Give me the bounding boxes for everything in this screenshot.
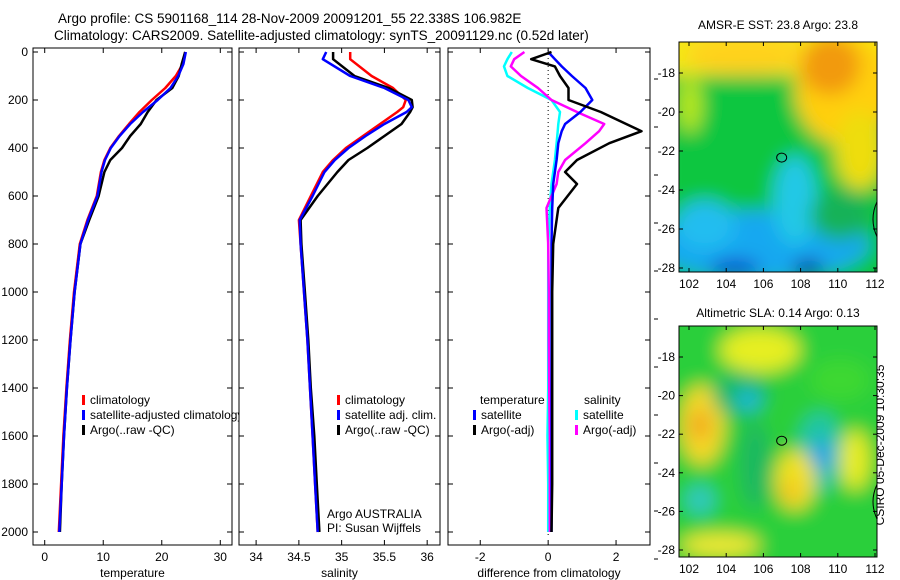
- x-tick-label: 36: [420, 550, 434, 564]
- y-tick-label: -28: [658, 261, 676, 275]
- x-tick-label: 102: [679, 277, 699, 291]
- x-tick-label: 34.5: [287, 550, 311, 564]
- y-tick-label: -24: [658, 466, 676, 480]
- y-tick-label: -26: [658, 222, 676, 236]
- x-tick-label: 108: [791, 562, 811, 576]
- legend-label: Argo(-adj): [583, 423, 636, 437]
- y-tick-label: -24: [658, 183, 676, 197]
- legend-label: climatology: [90, 393, 150, 407]
- legend-swatch: [82, 410, 85, 420]
- sst-map: [679, 42, 877, 272]
- x-tick-label: 104: [716, 277, 736, 291]
- legend-swatch: [82, 425, 85, 435]
- y-tick-label: 1200: [1, 333, 28, 347]
- x-tick-label: 106: [753, 277, 773, 291]
- x-tick-label: 35.5: [373, 550, 397, 564]
- y-tick-label: -22: [658, 144, 676, 158]
- annotation-line: Argo AUSTRALIA: [327, 507, 422, 521]
- legend-label: Argo(..raw -QC): [345, 423, 430, 437]
- x-tick-label: 0: [545, 550, 552, 564]
- x-tick-label: 102: [679, 562, 699, 576]
- y-tick-label: 800: [8, 237, 28, 251]
- x-tick-label: -2: [475, 550, 486, 564]
- y-tick-label: 1800: [1, 477, 28, 491]
- series-line-satellite-adj-clim-: [298, 51, 414, 533]
- x-axis-label: salinity: [321, 566, 358, 580]
- temperature-panel: 0 200 400 600 800 1000 1200 1400 1600 1800 2000 0 10…: [1, 45, 243, 580]
- y-tick-label: -22: [658, 427, 676, 441]
- legend-swatch: [473, 410, 476, 420]
- y-tick-label: -20: [658, 105, 676, 119]
- salinity-panel: 34 34.5 35 35.5 36 salinity climatologysatelli…: [238, 47, 441, 580]
- legend-label: satellite: [583, 408, 624, 422]
- x-tick-label: 106: [753, 562, 773, 576]
- x-axis-label: temperature: [100, 566, 165, 580]
- x-tick-label: 20: [155, 550, 169, 564]
- legend-swatch: [337, 395, 340, 405]
- series-line-temperature-argo-adj-: [529, 50, 643, 533]
- x-tick-label: 104: [716, 562, 736, 576]
- x-axis-label: difference from climatology: [477, 566, 620, 580]
- x-tick-label: 110: [828, 562, 847, 576]
- y-tick-label: -28: [658, 543, 676, 557]
- sst-map-frame: [678, 41, 878, 273]
- x-tick-label: 0: [41, 550, 48, 564]
- y-tick-label: -20: [658, 389, 676, 403]
- y-tick-label: 600: [8, 189, 28, 203]
- x-tick-label: 10: [97, 550, 111, 564]
- legend-swatch: [337, 410, 340, 420]
- y-tick-label: -26: [658, 504, 676, 518]
- series-line-salinity-argo-adj-: [509, 50, 606, 532]
- y-tick-label: 1400: [1, 381, 28, 395]
- sla-map: [679, 326, 877, 557]
- coastline: [872, 484, 878, 520]
- x-tick-label: 35: [335, 550, 349, 564]
- sla-map-axes: Altimetric SLA: 0.14 Argo: 0.13 102 104 106…: [658, 306, 885, 576]
- annotation-line: PI: Susan Wijffels: [327, 521, 421, 535]
- legend-label: Argo(-adj): [481, 423, 534, 437]
- map-title: Altimetric SLA: 0.14 Argo: 0.13: [696, 306, 860, 320]
- legend-swatch: [82, 395, 85, 405]
- y-tick-label: -18: [658, 66, 676, 80]
- y-tick-label: 400: [8, 141, 28, 155]
- temperature-axes-frame: [32, 47, 233, 546]
- legend-header: temperature: [480, 393, 545, 407]
- y-tick-label: 0: [21, 45, 28, 59]
- x-tick-label: 110: [828, 277, 847, 291]
- x-tick-label: 112: [865, 277, 884, 291]
- figure-title-line2: Climatology: CARS2009. Satellite-adjuste…: [54, 28, 589, 43]
- y-tick-label: 2000: [1, 525, 28, 539]
- x-tick-label: 2: [613, 550, 620, 564]
- map-title: AMSR-E SST: 23.8 Argo: 23.8: [698, 18, 858, 32]
- legend-swatch: [575, 410, 578, 420]
- legend-swatch: [575, 425, 578, 435]
- legend-swatch: [337, 425, 340, 435]
- argo-position-marker: [776, 152, 788, 163]
- y-tick-label: 1000: [1, 285, 28, 299]
- x-tick-label: 34: [249, 550, 263, 564]
- y-tick-label: 1600: [1, 429, 28, 443]
- argo-position-marker: [776, 435, 788, 446]
- legend-label: satellite-adjusted climatology: [90, 408, 243, 422]
- legend-label: climatology: [345, 393, 405, 407]
- sst-map-axes: AMSR-E SST: 23.8 Argo: 23.8 102 104 106 108 1…: [658, 18, 885, 291]
- legend-label: satellite: [481, 408, 522, 422]
- x-tick-label: 112: [865, 562, 884, 576]
- series-line-satellite-adjusted-climatology: [58, 51, 188, 533]
- legend-header: salinity: [584, 393, 621, 407]
- sla-map-frame: [678, 325, 878, 558]
- y-tick-label: -18: [658, 350, 676, 364]
- figure-title-line1: Argo profile: CS 5901168_114 28-Nov-2009…: [58, 11, 522, 26]
- x-tick-label: 108: [791, 277, 811, 291]
- legend-swatch: [473, 425, 476, 435]
- x-tick-label: 30: [214, 550, 228, 564]
- y-tick-label: 200: [8, 93, 28, 107]
- salinity-axes-frame: [238, 47, 441, 546]
- difference-panel: -2 0 2 difference from climatology temperatu…: [447, 47, 658, 580]
- coastline: [872, 201, 878, 238]
- legend-label: Argo(..raw -QC): [90, 423, 175, 437]
- legend-label: satellite adj. clim.: [345, 408, 436, 422]
